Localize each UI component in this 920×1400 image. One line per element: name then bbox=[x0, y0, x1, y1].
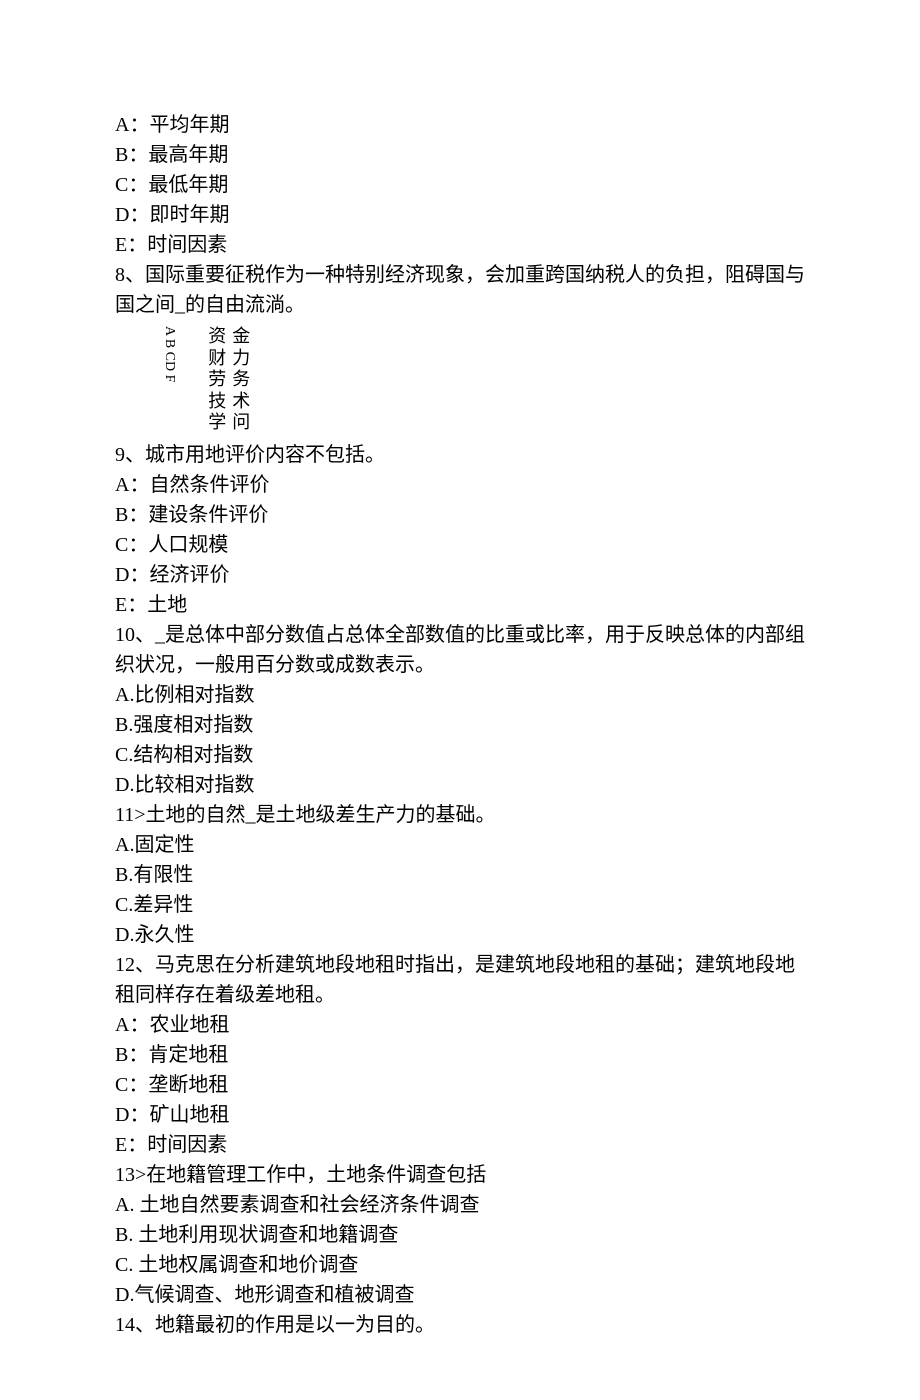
q8-stem-line1: 8、国际重要征税作为一种特别经济现象，会加重跨国纳税人的负担，阻碍国与 bbox=[115, 260, 805, 290]
q9-option-a: A：自然条件评价 bbox=[115, 470, 805, 500]
q12-option-e: E：时间因素 bbox=[115, 1130, 805, 1160]
q9-option-c: C：人口规模 bbox=[115, 530, 805, 560]
q9-stem: 9、城市用地评价内容不包括。 bbox=[115, 440, 805, 470]
q8-stem-line2: 国之间_的自由流淌。 bbox=[115, 290, 805, 320]
q7-option-d: D：即时年期 bbox=[115, 200, 805, 230]
q7-option-c: C：最低年期 bbox=[115, 170, 805, 200]
q8-option-f-char2: 问 bbox=[232, 412, 250, 434]
q10-option-c: C.结构相对指数 bbox=[115, 740, 805, 770]
q8-option-d-char1: 技 bbox=[208, 391, 226, 413]
q9-option-e: E：土地 bbox=[115, 590, 805, 620]
q8-option-b-char1: 财 bbox=[208, 348, 226, 370]
q11-option-a: A.固定性 bbox=[115, 830, 805, 860]
q11-option-c: C.差异性 bbox=[115, 890, 805, 920]
q8-option-a-char2: 金 bbox=[232, 326, 250, 348]
q7-option-e: E：时间因素 bbox=[115, 230, 805, 260]
q13-option-a: A. 土地自然要素调查和社会经济条件调查 bbox=[115, 1190, 805, 1220]
q7-option-b: B：最高年期 bbox=[115, 140, 805, 170]
q11-stem: 11>土地的自然_是土地级差生产力的基础。 bbox=[115, 800, 805, 830]
q12-option-d: D：矿山地租 bbox=[115, 1100, 805, 1130]
q10-option-b: B.强度相对指数 bbox=[115, 710, 805, 740]
q8-option-col2: 金 力 务 术 问 bbox=[232, 326, 250, 434]
q12-option-a: A：农业地租 bbox=[115, 1010, 805, 1040]
q8-option-a-char1: 资 bbox=[208, 326, 226, 348]
document-page: A：平均年期 B：最高年期 C：最低年期 D：即时年期 E：时间因素 8、国际重… bbox=[0, 0, 920, 1400]
q10-stem-line1: 10、_是总体中部分数值占总体全部数值的比重或比率，用于反映总体的内部组 bbox=[115, 620, 805, 650]
q13-stem: 13>在地籍管理工作中，土地条件调查包括 bbox=[115, 1160, 805, 1190]
q14-stem: 14、地籍最初的作用是以一为目的。 bbox=[115, 1310, 805, 1340]
q13-option-b: B. 土地利用现状调查和地籍调查 bbox=[115, 1220, 805, 1250]
q9-option-b: B：建设条件评价 bbox=[115, 500, 805, 530]
q10-stem-line2: 织状况，一般用百分数或成数表示。 bbox=[115, 650, 805, 680]
q8-option-b-char2: 力 bbox=[232, 348, 250, 370]
q10-option-d: D.比较相对指数 bbox=[115, 770, 805, 800]
q8-options-block: A B CD F 资 财 劳 技 学 金 力 务 术 问 bbox=[115, 320, 805, 440]
q8-labels: A B CD F bbox=[160, 326, 177, 382]
q8-option-c-char2: 务 bbox=[232, 369, 250, 391]
q9-option-d: D：经济评价 bbox=[115, 560, 805, 590]
q10-option-a: A.比例相对指数 bbox=[115, 680, 805, 710]
q12-stem-line1: 12、马克思在分析建筑地段地租时指出，是建筑地段地租的基础；建筑地段地 bbox=[115, 950, 805, 980]
q8-option-d-char2: 术 bbox=[232, 391, 250, 413]
q13-option-d: D.气候调查、地形调查和植被调查 bbox=[115, 1280, 805, 1310]
q8-option-c-char1: 劳 bbox=[208, 369, 226, 391]
q8-option-f-char1: 学 bbox=[208, 412, 226, 434]
q11-option-b: B.有限性 bbox=[115, 860, 805, 890]
q8-labels-col: A B CD F bbox=[135, 326, 202, 434]
q11-option-d: D.永久性 bbox=[115, 920, 805, 950]
q12-stem-line2: 租同样存在着级差地租。 bbox=[115, 980, 805, 1010]
q13-option-c: C. 土地权属调查和地价调查 bbox=[115, 1250, 805, 1280]
q8-option-col1: 资 财 劳 技 学 bbox=[208, 326, 226, 434]
q7-option-a: A：平均年期 bbox=[115, 110, 805, 140]
q12-option-c: C：垄断地租 bbox=[115, 1070, 805, 1100]
q12-option-b: B：肯定地租 bbox=[115, 1040, 805, 1070]
